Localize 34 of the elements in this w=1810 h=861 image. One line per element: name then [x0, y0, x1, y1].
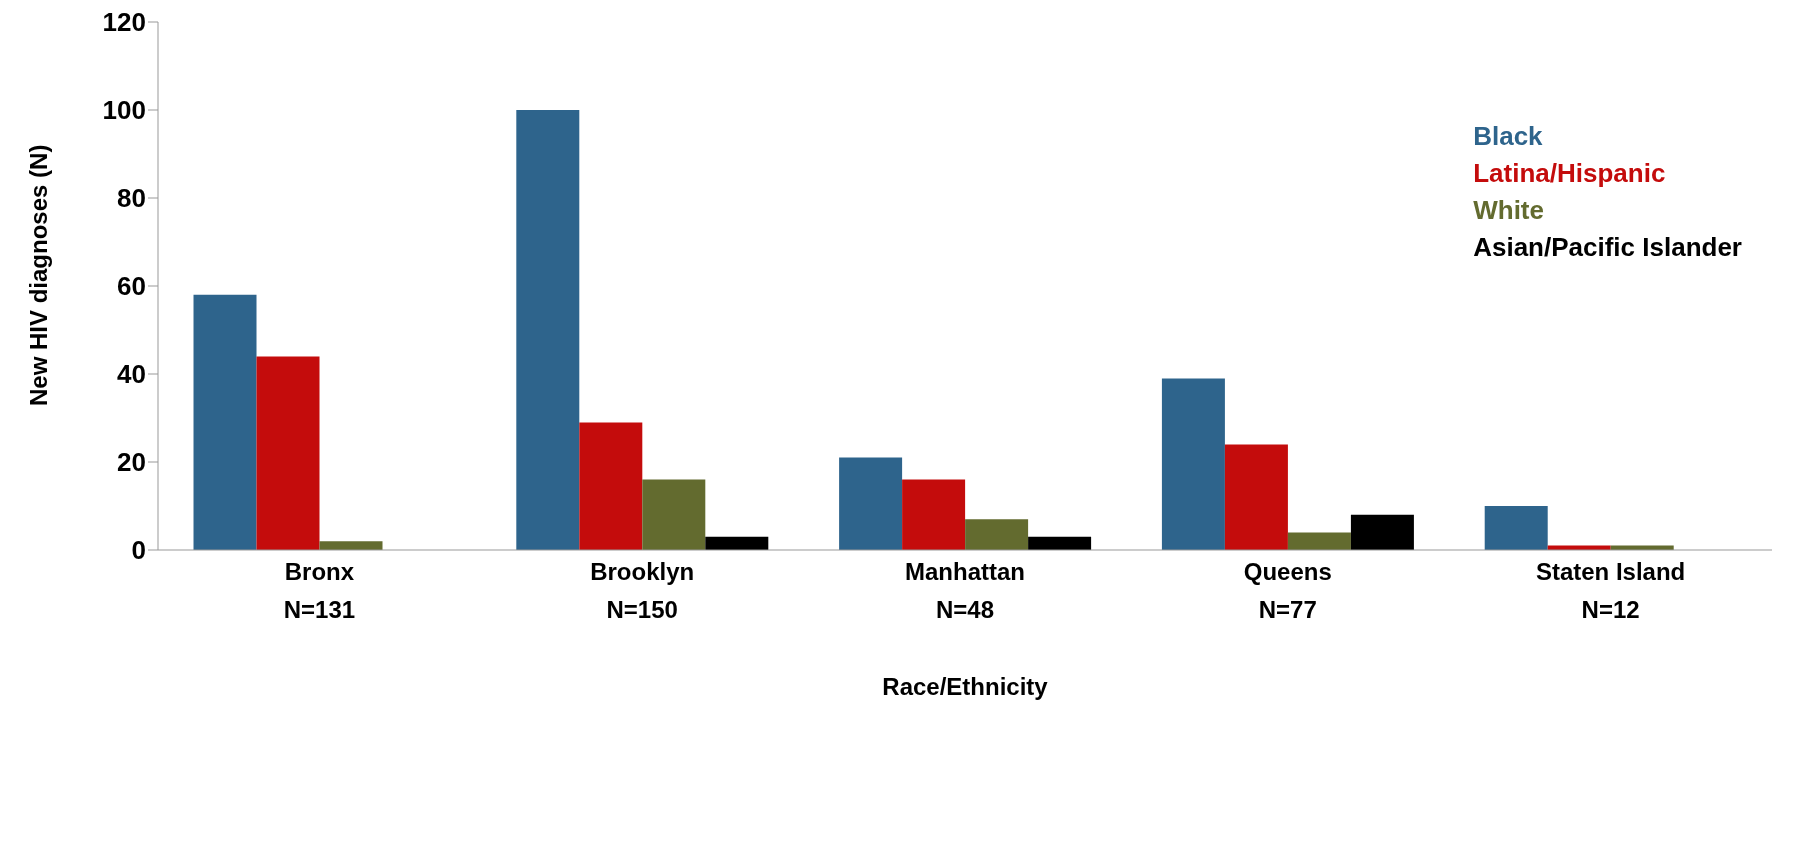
text: Black [1473, 120, 1544, 153]
bar [1484, 506, 1548, 550]
y-tick-label: 100 [102, 95, 146, 126]
y-tick-label: 120 [102, 7, 146, 38]
text: Asian/Pacific Islander [1473, 231, 1742, 264]
bar [902, 479, 966, 550]
bar [516, 110, 580, 550]
text: White [1473, 194, 1545, 227]
bar [965, 519, 1029, 550]
x-axis-title: Race/Ethnicity [882, 673, 1049, 700]
y-tick-label: 60 [117, 271, 146, 302]
y-tick-label: 0 [131, 535, 146, 566]
x-tick-label: Brooklyn N=150 [590, 558, 695, 623]
bar [579, 422, 643, 550]
bar [1028, 536, 1092, 550]
y-axis-title: New HIV diagnoses (N) [24, 144, 52, 406]
y-tick-label: 80 [117, 183, 146, 214]
bar [839, 457, 903, 550]
x-tick-label: Manhattan N=48 [905, 558, 1025, 623]
bar [705, 536, 769, 550]
bar [1224, 444, 1288, 550]
x-tick-label: Queens N=77 [1243, 558, 1332, 623]
bar [193, 294, 257, 550]
x-tick-label: Staten Island N=12 [1535, 558, 1686, 623]
x-tick-label: Bronx N=131 [283, 558, 356, 623]
bar [1350, 514, 1414, 550]
text: Latina/Hispanic [1473, 157, 1667, 190]
y-tick-label: 40 [117, 359, 146, 390]
bar [256, 356, 320, 550]
bar [319, 541, 383, 550]
bar [1287, 532, 1351, 550]
bar [642, 479, 706, 550]
y-tick-label: 20 [117, 447, 146, 478]
bar [1161, 378, 1225, 550]
